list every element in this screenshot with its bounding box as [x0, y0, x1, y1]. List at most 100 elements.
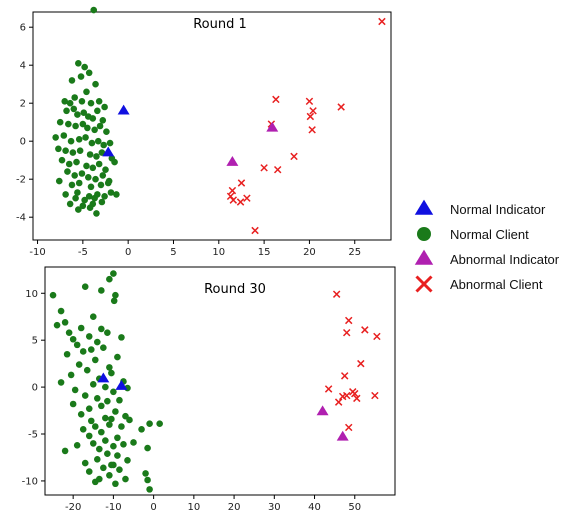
normal-client-point [98, 287, 105, 294]
normal-client-point [114, 452, 121, 459]
normal-client-point [89, 440, 97, 447]
normal-client-point [79, 120, 87, 128]
normal-client-point [63, 350, 71, 358]
x-tick-label: 30 [268, 502, 281, 513]
normal-client-point [101, 193, 108, 200]
normal-indicator-point [115, 380, 128, 390]
normal-client-point [85, 468, 93, 475]
normal-client-point [83, 88, 90, 96]
normal-client-point [65, 160, 73, 168]
normal-client-point [156, 420, 163, 427]
abnormal-client-point [338, 392, 347, 401]
normal-client-point [85, 193, 93, 200]
abnormal-client-point [342, 328, 351, 337]
chart-title: Round 1 [193, 17, 247, 32]
abnormal-client-point [378, 17, 386, 26]
normal-client-point [69, 335, 77, 343]
normal-client-point [62, 191, 69, 198]
series-abnormal-indicator [316, 405, 349, 441]
normal-client-point [53, 321, 61, 329]
normal-client-point [108, 461, 115, 469]
normal-client-point [61, 319, 69, 326]
abnormal-client-point [351, 389, 359, 398]
legend-marker-normal-client [417, 227, 431, 241]
normal-client-point [72, 122, 79, 130]
normal-client-point [79, 426, 87, 433]
normal-client-point [91, 126, 98, 134]
normal-client-point [106, 275, 113, 283]
normal-client-point [82, 134, 89, 141]
abnormal-client-point [345, 316, 353, 325]
y-tick-label: -4 [16, 213, 26, 224]
normal-client-point [56, 118, 64, 126]
round-1-plot: -10 -5 0 5 10 15 20 25 -4 -2 0 2 4 6 Round 1 [16, 6, 392, 258]
normal-client-point [67, 371, 75, 379]
legend-entry-normal-client: Normal Client [417, 227, 529, 242]
abnormal-client-point [361, 326, 369, 334]
normal-client-point [106, 139, 114, 147]
normal-client-point [146, 420, 153, 427]
normal-client-point [57, 379, 65, 386]
normal-indicator-point [102, 146, 115, 157]
normal-client-point [144, 476, 151, 484]
x-tick-label: 40 [308, 502, 321, 513]
abnormal-client-point [332, 290, 341, 298]
normal-indicator-point [117, 104, 130, 115]
abnormal-indicator-point [336, 430, 349, 441]
normal-client-point [110, 297, 118, 305]
normal-client-point [104, 397, 111, 405]
abnormal-client-point [229, 196, 238, 204]
normal-client-point [106, 471, 113, 479]
normal-client-point [49, 291, 57, 299]
abnormal-client-point [272, 95, 280, 104]
x-tick-label: -10 [105, 502, 121, 513]
normal-client-point [88, 139, 96, 147]
x-tick-label: 0 [150, 502, 156, 513]
normal-client-point [102, 383, 109, 391]
abnormal-client-point [228, 186, 237, 195]
abnormal-indicator-point [316, 405, 329, 416]
normal-client-point [103, 128, 110, 135]
normal-client-point [95, 160, 103, 168]
series-normal-client [49, 270, 163, 493]
normal-client-point [81, 283, 89, 291]
normal-client-point [81, 196, 88, 204]
x-tick-label: 20 [303, 247, 316, 258]
normal-client-point [89, 115, 97, 122]
normal-client-point [108, 369, 115, 377]
normal-client-point [73, 158, 80, 166]
normal-client-point [102, 437, 109, 444]
x-tick-label: -20 [65, 502, 81, 513]
abnormal-client-point [373, 332, 381, 341]
normal-client-point [98, 198, 106, 206]
legend-label: Normal Client [450, 227, 529, 242]
abnormal-client-point [308, 126, 316, 134]
normal-client-point [85, 405, 93, 412]
x-tick-label: 15 [258, 247, 271, 258]
normal-client-point [99, 117, 107, 124]
normal-client-point [89, 380, 97, 388]
normal-client-point [114, 434, 121, 442]
y-tick-label: -5 [28, 430, 38, 441]
x-tick-label: 25 [348, 247, 361, 258]
x-tick-label: -5 [78, 247, 88, 258]
normal-client-point [87, 183, 95, 191]
abnormal-client-point [226, 192, 235, 201]
abnormal-client-point [290, 152, 298, 161]
normal-client-point [90, 6, 98, 14]
normal-client-point [122, 475, 129, 483]
normal-client-point [73, 441, 81, 449]
normal-client-point [72, 194, 79, 202]
normal-client-point [69, 400, 77, 408]
normal-client-point [106, 421, 113, 428]
normal-client-point [75, 206, 82, 213]
normal-client-point [92, 175, 99, 183]
abnormal-client-point [309, 107, 317, 115]
abnormal-client-point [353, 394, 361, 403]
y-tick-label: 2 [20, 99, 26, 110]
y-tick-label: -10 [22, 476, 38, 487]
normal-client-point [84, 174, 92, 181]
normal-client-point [71, 94, 78, 101]
x-tick-label: 10 [212, 247, 225, 258]
normal-client-point [62, 147, 69, 154]
